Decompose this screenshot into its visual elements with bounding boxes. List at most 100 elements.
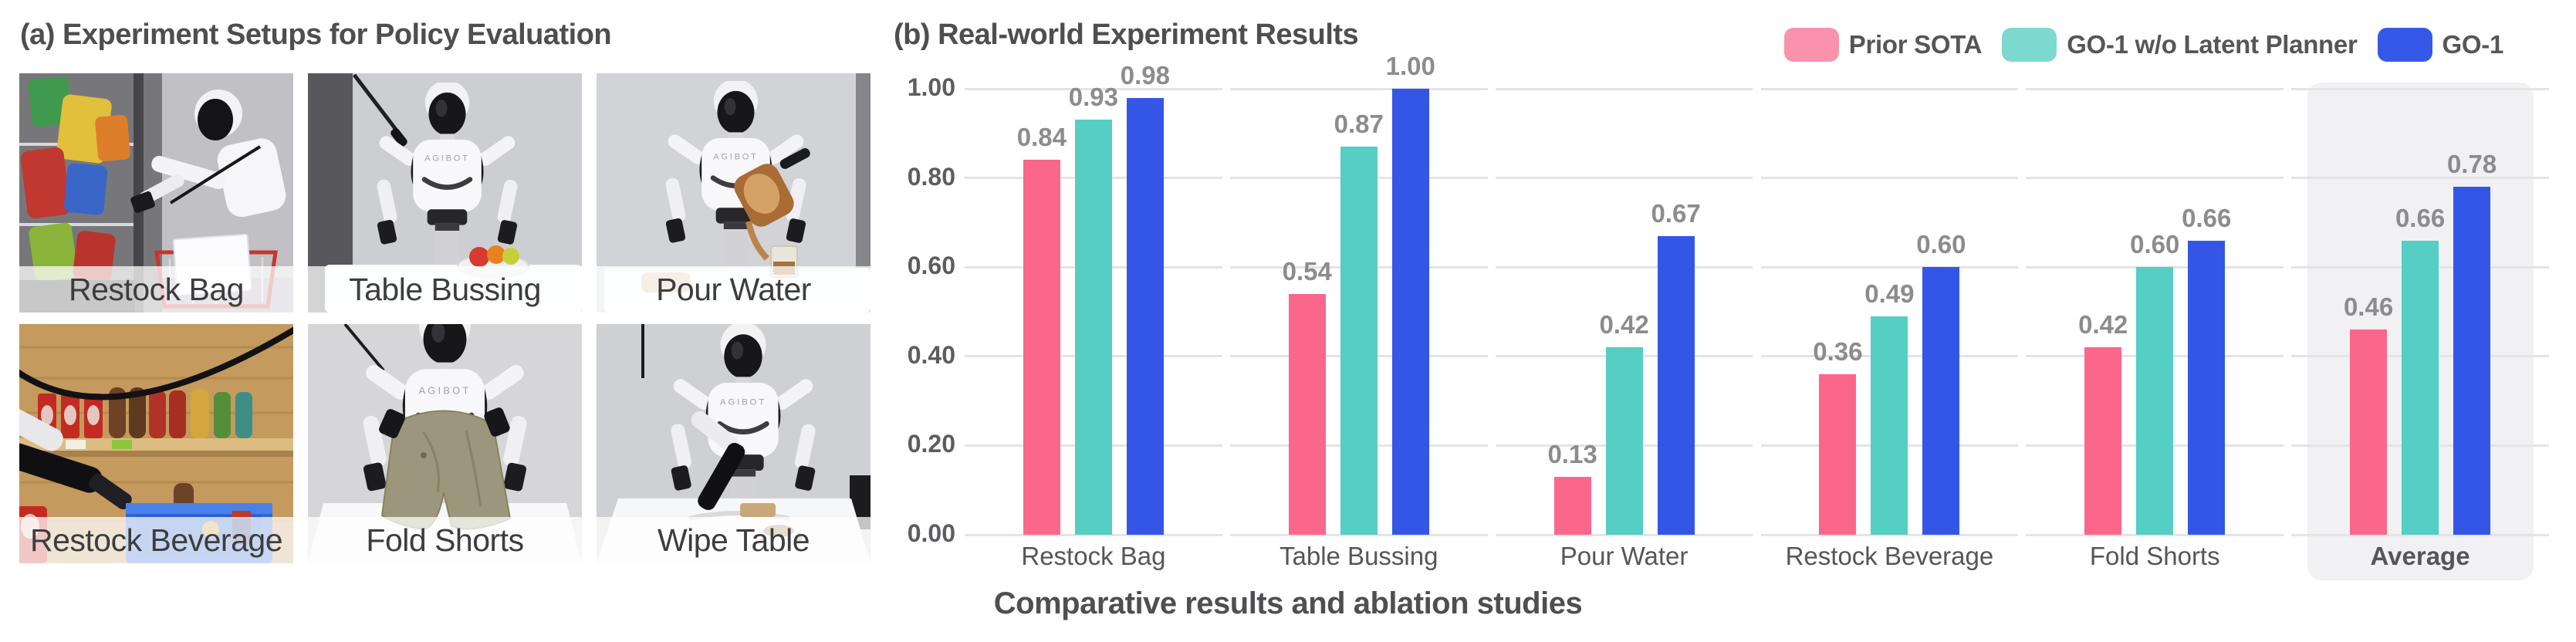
bar-restock-beverage-3 bbox=[1922, 267, 1960, 535]
bar-value-label: 0.60 bbox=[2130, 230, 2180, 259]
setup-photo-fold-shorts: Fold Shorts bbox=[308, 324, 582, 563]
x-category-label: Restock Bag bbox=[1021, 542, 1166, 570]
gridline bbox=[2291, 87, 2549, 90]
gridline bbox=[2026, 533, 2284, 536]
gridline bbox=[1495, 265, 1753, 269]
x-category-label: Pour Water bbox=[1560, 542, 1689, 570]
legend-item-go1-wo-latent-planner: GO-1 w/o Latent Planner bbox=[2002, 28, 2358, 62]
bar-value-label: 0.36 bbox=[1813, 336, 1863, 366]
gridline bbox=[1229, 533, 1488, 536]
panel-a-title: (a) Experiment Setups for Policy Evaluat… bbox=[20, 19, 612, 51]
bar-value-label: 0.42 bbox=[2078, 310, 2128, 340]
setup-label-restock-beverage: Restock Beverage bbox=[19, 517, 293, 563]
x-category-label: Table Bussing bbox=[1280, 542, 1438, 570]
bar-value-label: 0.60 bbox=[1916, 230, 1966, 259]
gridline bbox=[1495, 177, 1753, 180]
panel-b-title: (b) Real-world Experiment Results bbox=[894, 19, 1359, 51]
bar-fold-shorts-3 bbox=[2188, 240, 2226, 535]
bar-table-bussing-2 bbox=[1340, 147, 1378, 535]
legend-swatch-prior-sota bbox=[1783, 28, 1839, 62]
bar-value-label: 0.84 bbox=[1016, 123, 1067, 152]
gridline bbox=[2291, 177, 2549, 180]
legend-swatch-go1-wo-latent-planner bbox=[2002, 28, 2057, 62]
bar-value-label: 0.78 bbox=[2446, 150, 2497, 179]
chart-legend: Prior SOTA GO-1 w/o Latent Planner GO-1 bbox=[1783, 28, 2504, 62]
gridline bbox=[1760, 177, 2019, 180]
legend-swatch-go1 bbox=[2377, 28, 2432, 62]
y-axis-tick-label: 0.00 bbox=[907, 519, 955, 547]
bar-value-label: 0.46 bbox=[2343, 292, 2394, 322]
gridline bbox=[2026, 87, 2284, 90]
bar-pour-water-2 bbox=[1605, 347, 1643, 535]
figure-caption: Comparative results and ablation studies bbox=[993, 586, 1583, 620]
gridline bbox=[1495, 87, 1753, 90]
gridline bbox=[965, 87, 1222, 90]
x-category-label: Average bbox=[2370, 542, 2470, 570]
setup-photo-restock-bag: Restock Bag bbox=[19, 73, 293, 313]
gridline bbox=[2291, 533, 2549, 536]
setup-photo-pour-water: Pour Water bbox=[597, 73, 870, 313]
bar-value-label: 0.67 bbox=[1651, 198, 1701, 228]
bar-restock-beverage-1 bbox=[1819, 373, 1857, 535]
bar-average-2 bbox=[2402, 240, 2439, 535]
experiment-setup-grid: Restock Bag Table Bussing bbox=[19, 73, 870, 563]
bar-value-label: 0.42 bbox=[1599, 310, 1649, 340]
x-category-label: Restock Beverage bbox=[1785, 542, 1994, 570]
bar-average-3 bbox=[2453, 187, 2491, 535]
bar-value-label: 0.98 bbox=[1120, 60, 1171, 90]
legend-label-go1-wo-latent-planner: GO-1 w/o Latent Planner bbox=[2067, 30, 2358, 59]
y-axis-tick-label: 1.00 bbox=[907, 73, 955, 101]
x-category-label: Fold Shorts bbox=[2089, 542, 2220, 570]
bar-fold-shorts-1 bbox=[2084, 347, 2122, 535]
gridline bbox=[1760, 87, 2019, 90]
robot-arm bbox=[19, 405, 132, 510]
legend-label-go1: GO-1 bbox=[2442, 30, 2504, 59]
y-axis-tick-label: 0.40 bbox=[907, 340, 955, 369]
setup-label-restock-bag: Restock Bag bbox=[19, 266, 293, 313]
setup-label-wipe-table: Wipe Table bbox=[597, 517, 870, 563]
bar-restock-bag-3 bbox=[1126, 97, 1164, 535]
bar-restock-bag-1 bbox=[1023, 160, 1060, 535]
bar-fold-shorts-2 bbox=[2136, 267, 2174, 535]
setup-label-table-bussing: Table Bussing bbox=[308, 266, 582, 313]
bar-value-label: 0.87 bbox=[1334, 110, 1384, 139]
setup-photo-restock-beverage: Restock Beverage bbox=[19, 324, 293, 563]
setup-photo-table-bussing: Table Bussing bbox=[308, 73, 582, 313]
snack-shelf bbox=[20, 76, 130, 282]
y-axis-tick-label: 0.80 bbox=[907, 162, 955, 191]
gridline bbox=[2026, 177, 2284, 180]
legend-label-prior-sota: Prior SOTA bbox=[1848, 30, 1983, 59]
legend-item-go1: GO-1 bbox=[2377, 28, 2504, 62]
gridline bbox=[1760, 533, 2019, 536]
bar-restock-bag-2 bbox=[1074, 120, 1112, 535]
bar-table-bussing-1 bbox=[1288, 293, 1326, 535]
bar-pour-water-1 bbox=[1553, 476, 1591, 535]
kettle-pour bbox=[734, 147, 810, 261]
setup-label-pour-water: Pour Water bbox=[597, 266, 870, 313]
legend-item-prior-sota: Prior SOTA bbox=[1783, 28, 1983, 62]
bar-value-label: 1.00 bbox=[1385, 52, 1435, 80]
y-axis-tick-label: 0.20 bbox=[907, 430, 955, 458]
bar-value-label: 0.54 bbox=[1282, 256, 1332, 286]
setup-label-fold-shorts: Fold Shorts bbox=[308, 517, 582, 563]
setup-photo-wipe-table: Wipe Table bbox=[597, 324, 870, 563]
gridline bbox=[1229, 87, 1488, 90]
bar-table-bussing-3 bbox=[1391, 89, 1429, 535]
bar-average-1 bbox=[2350, 329, 2388, 535]
bar-value-label: 0.49 bbox=[1864, 279, 1915, 308]
robot-illustration bbox=[130, 90, 286, 218]
y-axis-tick-label: 0.60 bbox=[907, 252, 955, 280]
gridline bbox=[965, 533, 1222, 536]
bar-value-label: 0.66 bbox=[2182, 203, 2232, 232]
bar-value-label: 0.13 bbox=[1547, 439, 1597, 468]
bar-restock-beverage-2 bbox=[1871, 316, 1908, 535]
wiping-arm bbox=[691, 411, 776, 517]
bar-value-label: 0.93 bbox=[1068, 83, 1119, 112]
gridline bbox=[1760, 265, 2019, 269]
bar-value-label: 0.66 bbox=[2395, 203, 2446, 232]
gridline bbox=[1495, 533, 1753, 536]
bar-pour-water-3 bbox=[1657, 235, 1695, 535]
beverage-shelf bbox=[19, 387, 293, 457]
